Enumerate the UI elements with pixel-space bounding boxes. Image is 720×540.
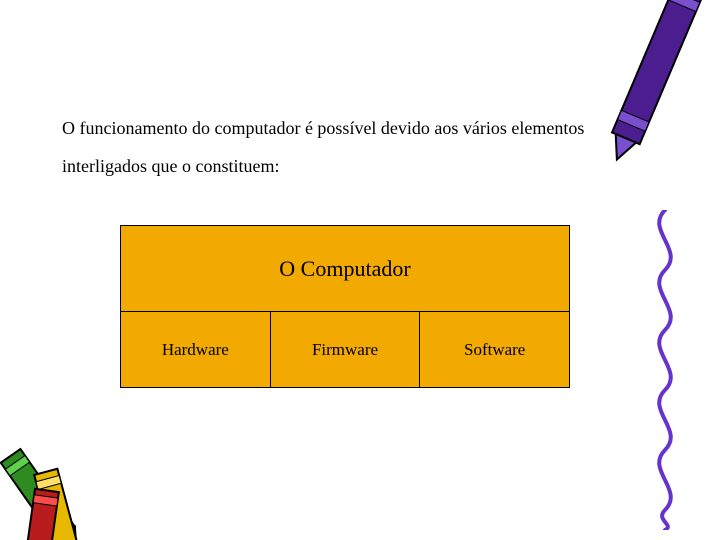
diagram-cell-hardware: Hardware bbox=[120, 312, 271, 388]
diagram-cell-firmware: Firmware bbox=[271, 312, 421, 388]
cell-label-0: Hardware bbox=[162, 340, 229, 360]
diagram-row: Hardware Firmware Software bbox=[120, 312, 570, 388]
computer-diagram: O Computador Hardware Firmware Software bbox=[120, 225, 570, 388]
cell-label-1: Firmware bbox=[312, 340, 378, 360]
diagram-cell-software: Software bbox=[420, 312, 570, 388]
intro-paragraph: O funcionamento do computador é possível… bbox=[62, 110, 592, 186]
squiggle-icon bbox=[640, 210, 690, 530]
crayons-cluster-icon bbox=[0, 420, 160, 540]
intro-text: O funcionamento do computador é possível… bbox=[62, 118, 584, 176]
cell-label-2: Software bbox=[464, 340, 525, 360]
diagram-title-cell: O Computador bbox=[120, 225, 570, 312]
diagram-title: O Computador bbox=[279, 256, 410, 282]
